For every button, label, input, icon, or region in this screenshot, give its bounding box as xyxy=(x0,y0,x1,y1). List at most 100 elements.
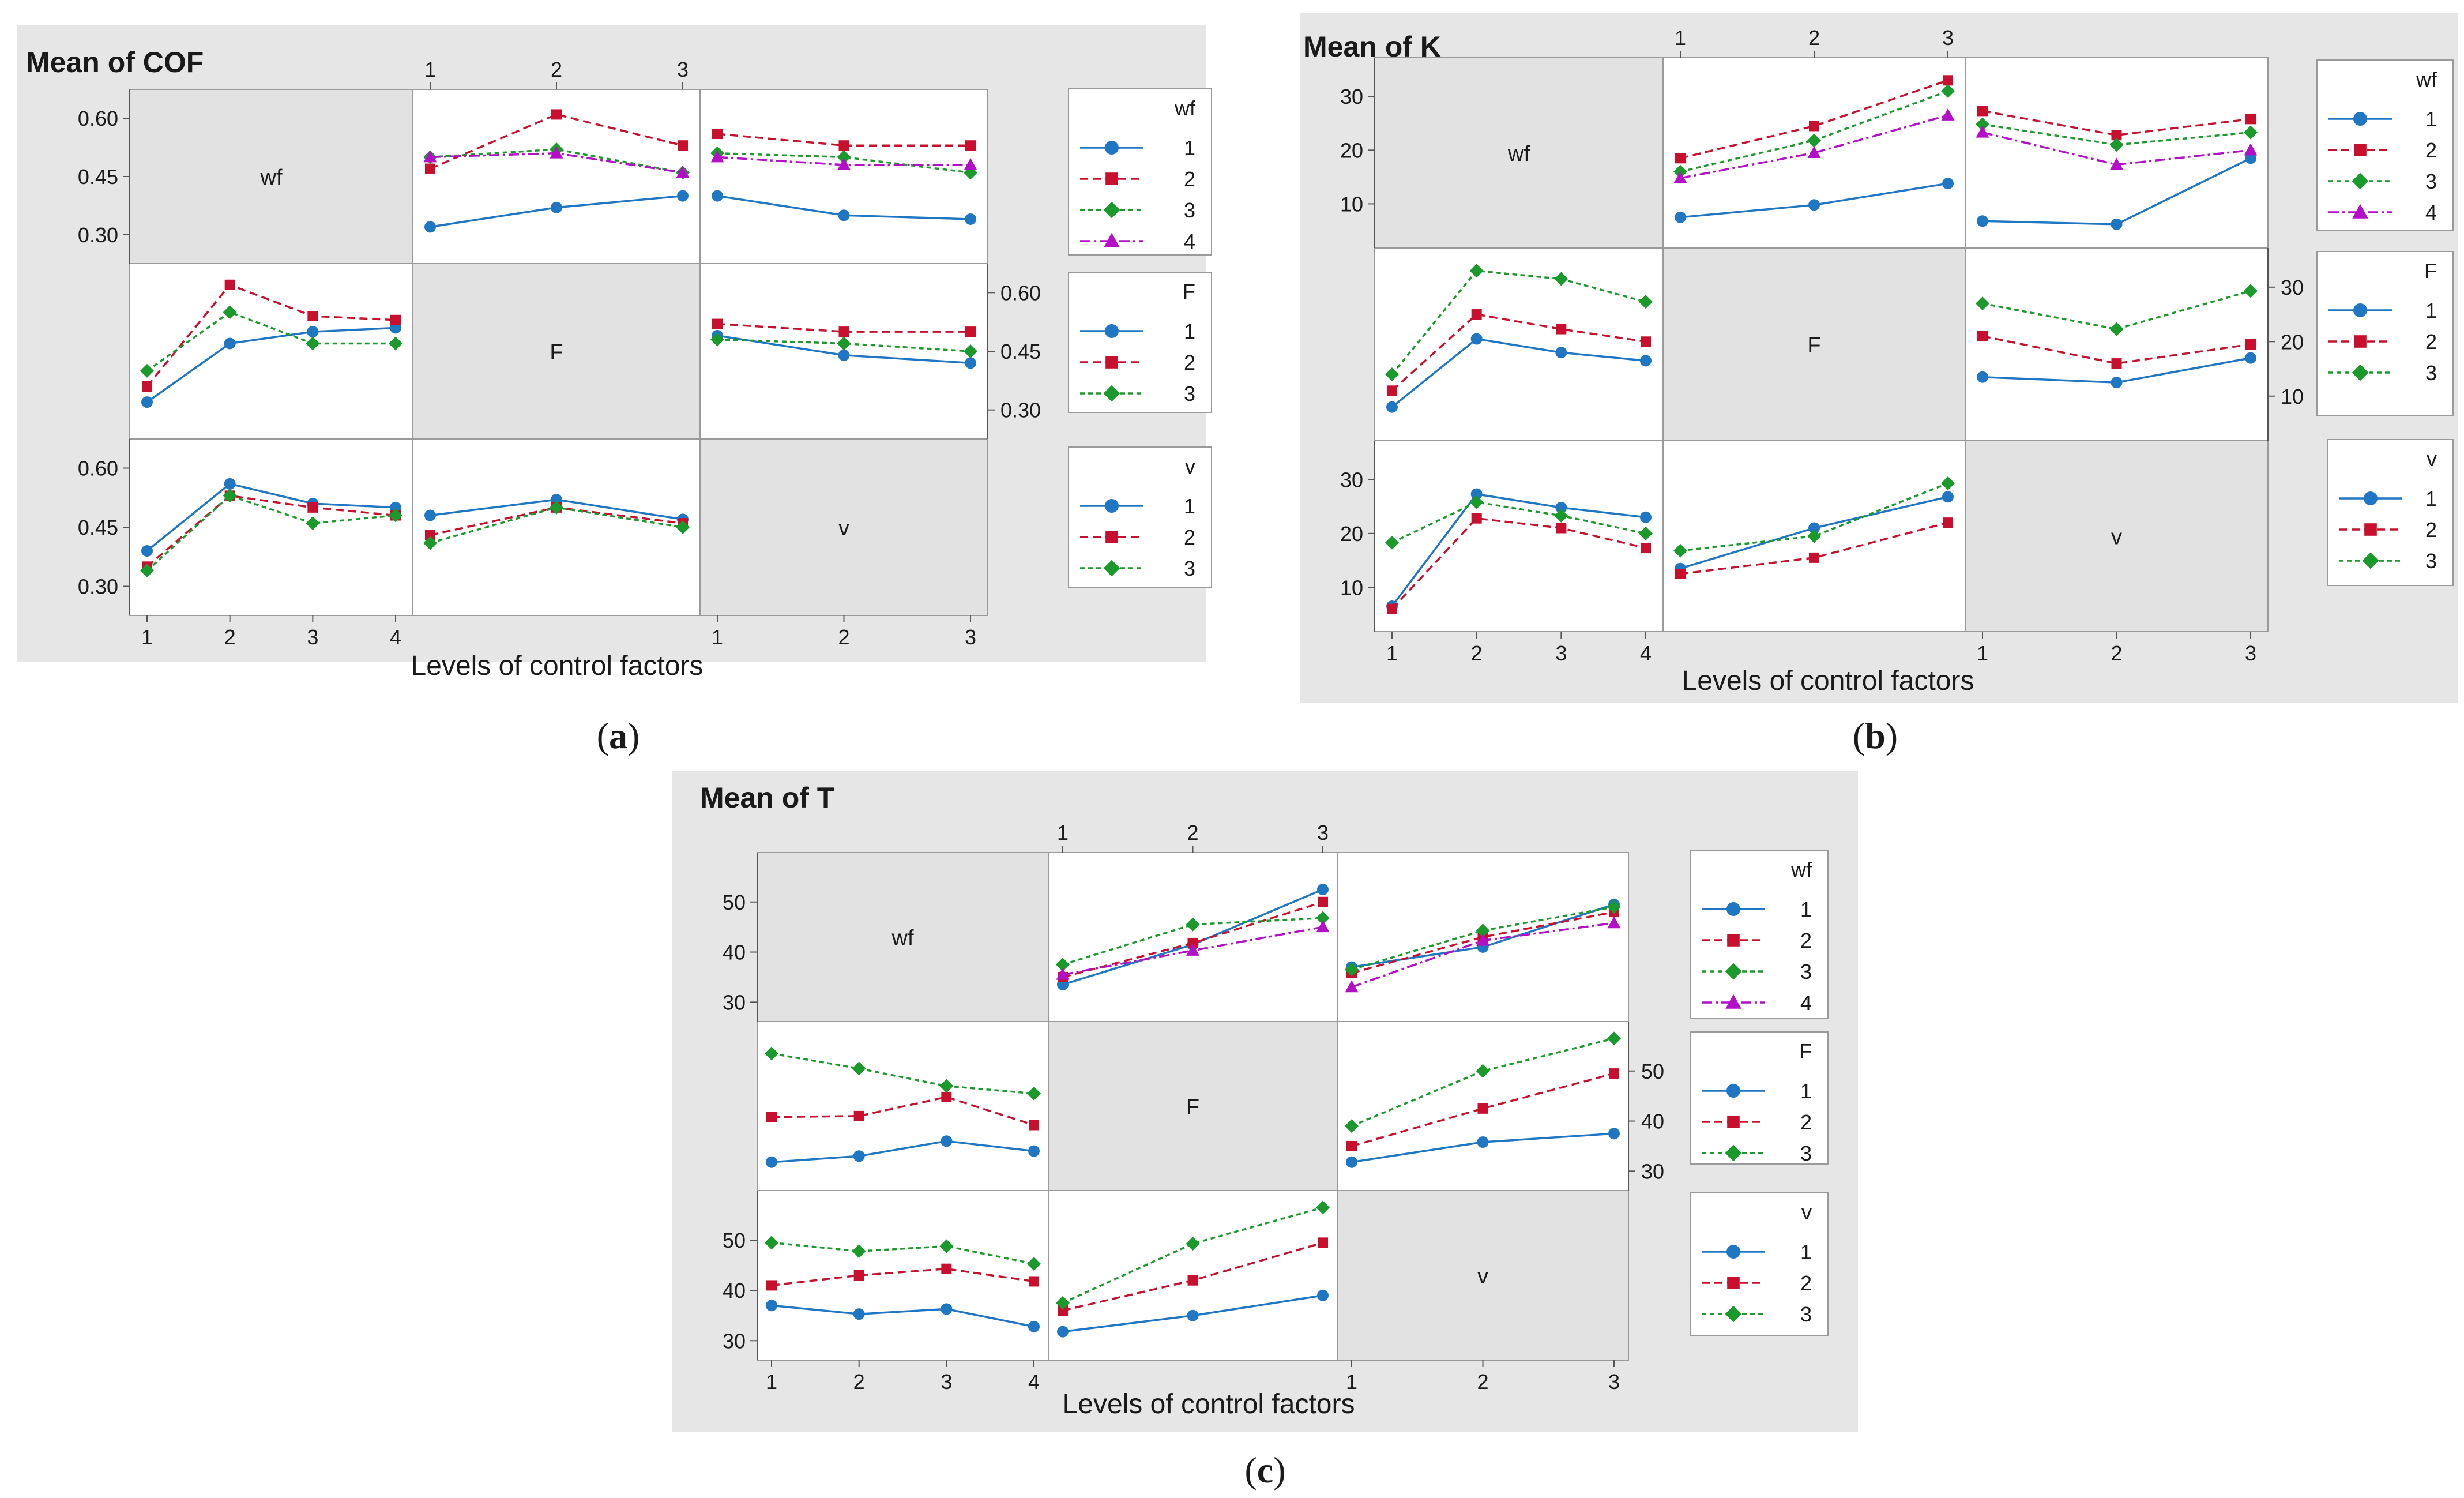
y-tick-label: 0.30 xyxy=(1000,399,1041,422)
data-point xyxy=(424,221,436,233)
plot-cell xyxy=(1965,247,2269,441)
data-point xyxy=(964,157,977,170)
series-line xyxy=(146,482,396,552)
panel-c: Mean of T wf Fv 30 40 50 30 40 50 30 40 50 1 2 3 4 1 2 3 1 2… xyxy=(672,771,1858,1491)
plot-cell xyxy=(1374,440,1664,632)
data-point xyxy=(2111,358,2122,369)
legend-title: v xyxy=(1801,1200,1812,1224)
legend-box xyxy=(1690,1031,1829,1165)
data-point xyxy=(1345,980,1359,993)
data-point xyxy=(425,530,435,540)
y-tick-label: 20 xyxy=(1340,138,1363,162)
series-line xyxy=(1391,517,1646,610)
x-tick-label: 1 xyxy=(1675,26,1686,50)
panel-title: Mean of COF xyxy=(26,46,204,78)
diagonal-cell xyxy=(1662,247,1966,441)
legend-title: wf xyxy=(1174,96,1196,120)
caption-letter: c xyxy=(1257,1450,1273,1491)
legend-entry-label: 3 xyxy=(1800,960,1812,983)
data-point xyxy=(1387,603,1397,614)
diagonal-cell xyxy=(129,89,413,264)
data-point xyxy=(1639,295,1653,309)
data-point xyxy=(676,166,690,178)
data-point xyxy=(766,1156,777,1168)
x-tick-label: 1 xyxy=(1057,821,1069,844)
data-point xyxy=(1386,401,1398,413)
legend-entry-label: 2 xyxy=(1184,167,1195,191)
legend-entry-label: 2 xyxy=(1184,351,1195,374)
data-point xyxy=(1555,501,1567,513)
data-point xyxy=(1675,568,1686,579)
y-tick-label: 30 xyxy=(1641,1159,1664,1183)
legend-box xyxy=(1068,88,1212,256)
x-tick-label: 3 xyxy=(965,625,976,649)
data-point xyxy=(2111,218,2123,230)
data-point xyxy=(1608,1128,1620,1140)
data-point xyxy=(838,326,849,337)
data-point xyxy=(853,1270,864,1281)
factor-label: F xyxy=(550,340,563,365)
data-point xyxy=(2245,352,2256,364)
x-tick-label: 3 xyxy=(1317,821,1329,844)
caption-paren: ( xyxy=(1853,715,1865,756)
data-point xyxy=(1477,1103,1488,1114)
panel-title: Mean of T xyxy=(700,782,834,814)
caption-letter: b xyxy=(1865,715,1886,756)
data-point xyxy=(765,1046,778,1061)
x-tick-label: 2 xyxy=(1471,641,1483,665)
factor-label: wf xyxy=(891,926,914,951)
y-tick-label: 30 xyxy=(723,1329,746,1353)
data-point xyxy=(1316,920,1330,933)
data-point xyxy=(1471,309,1482,320)
data-point xyxy=(1977,215,1988,227)
x-tick-label: 2 xyxy=(1808,26,1820,50)
plot-cell xyxy=(699,89,988,264)
data-point xyxy=(1675,153,1686,164)
data-point xyxy=(965,357,976,369)
plot-cell xyxy=(1048,852,1338,1022)
data-point xyxy=(1476,933,1489,946)
legend-swatch-marker xyxy=(1104,232,1120,247)
caption-paren: ( xyxy=(1244,1450,1257,1491)
data-point xyxy=(1028,1145,1040,1157)
data-point xyxy=(1609,1068,1619,1079)
legend-entry-label: 3 xyxy=(1184,198,1195,222)
data-point xyxy=(223,305,237,320)
legend-box xyxy=(2316,251,2454,416)
legend-swatch-marker xyxy=(2364,491,2378,505)
data-point xyxy=(1942,178,1954,190)
y-tick-label: 0.45 xyxy=(78,165,118,189)
legend-title: v xyxy=(1185,455,1195,478)
series-line xyxy=(771,1304,1034,1328)
legend-swatch-marker xyxy=(1103,201,1120,219)
data-point xyxy=(1186,943,1199,956)
data-point xyxy=(1385,535,1399,550)
y-tick-label: 0.30 xyxy=(78,575,118,599)
panel-caption: (b) xyxy=(1853,715,1898,756)
data-point xyxy=(837,157,851,170)
caption-paren: ) xyxy=(1273,1450,1285,1491)
y-tick-label: 0.60 xyxy=(1000,281,1041,305)
data-point xyxy=(1640,355,1652,367)
legend-title: F xyxy=(2424,259,2437,283)
data-point xyxy=(423,150,437,163)
y-tick-label: 50 xyxy=(1641,1060,1664,1083)
legend-swatch-marker xyxy=(1103,385,1120,402)
data-point xyxy=(1317,884,1329,896)
legend-entry-label: 1 xyxy=(1800,1079,1812,1103)
data-point xyxy=(1187,1309,1199,1321)
y-tick-label: 50 xyxy=(723,891,746,914)
data-point xyxy=(852,1244,866,1259)
y-tick-label: 0.45 xyxy=(1000,340,1041,363)
legend-entry-label: 2 xyxy=(2425,518,2437,542)
legend-swatch-marker xyxy=(1725,994,1741,1009)
data-point xyxy=(1554,272,1568,286)
y-tick-label: 40 xyxy=(723,941,746,964)
data-point xyxy=(1028,1320,1040,1332)
data-point xyxy=(1941,108,1955,121)
series-line xyxy=(771,1052,1034,1095)
series-line xyxy=(430,113,683,170)
data-point xyxy=(307,326,319,338)
data-point xyxy=(423,536,437,550)
data-point xyxy=(853,1110,864,1121)
